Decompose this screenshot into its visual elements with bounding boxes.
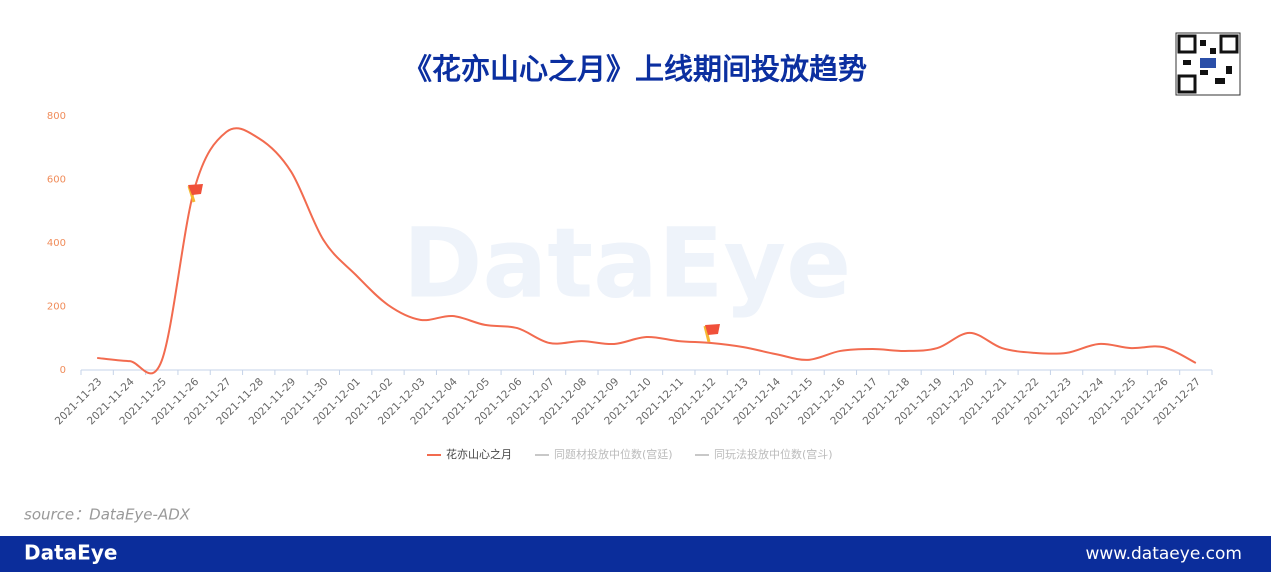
qr-code — [1175, 32, 1241, 96]
y-tick-label: 0 — [60, 365, 66, 376]
legend-label: 同玩法投放中位数(宫斗) — [714, 447, 833, 461]
footer-url: www.dataeye.com — [1085, 544, 1242, 564]
flag — [187, 184, 203, 203]
line-series — [97, 127, 1197, 375]
y-tick-label: 400 — [47, 238, 66, 249]
legend-label: 同题材投放中位数(宫廷) — [554, 447, 673, 461]
flag — [703, 324, 720, 343]
source: source：DataEye-ADX — [24, 506, 191, 524]
y-tick-label: 600 — [47, 175, 66, 186]
legend-label: 花亦山心之月 — [446, 447, 512, 461]
footer-bar — [0, 536, 1271, 572]
title: 《花亦山心之月》上线期间投放趋势 — [403, 52, 867, 86]
y-tick-label: 200 — [47, 302, 66, 313]
watermark: DataEye — [403, 207, 851, 319]
footer-brand: DataEye — [24, 541, 117, 565]
y-tick-label: 800 — [47, 111, 66, 122]
